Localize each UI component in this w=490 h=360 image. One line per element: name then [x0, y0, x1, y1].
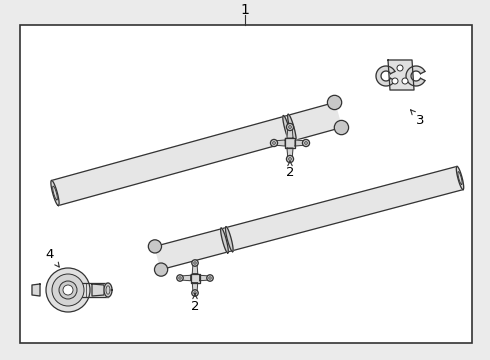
Polygon shape — [456, 166, 464, 190]
Circle shape — [302, 139, 310, 147]
Polygon shape — [225, 226, 233, 252]
Circle shape — [272, 141, 275, 144]
Polygon shape — [288, 114, 296, 141]
Text: 2: 2 — [191, 294, 199, 312]
Polygon shape — [51, 180, 59, 206]
Text: 3: 3 — [411, 110, 424, 126]
Polygon shape — [295, 140, 306, 146]
Polygon shape — [92, 284, 104, 296]
Polygon shape — [191, 274, 199, 283]
Circle shape — [192, 290, 198, 296]
Circle shape — [194, 292, 196, 294]
Polygon shape — [32, 284, 40, 296]
Polygon shape — [220, 228, 228, 253]
Text: 1: 1 — [241, 3, 249, 17]
Circle shape — [177, 275, 183, 281]
Polygon shape — [192, 263, 198, 274]
Circle shape — [287, 123, 294, 131]
Circle shape — [209, 277, 211, 279]
Circle shape — [392, 78, 398, 84]
Circle shape — [52, 274, 84, 306]
Polygon shape — [388, 60, 414, 90]
Circle shape — [270, 139, 277, 147]
Circle shape — [179, 277, 181, 279]
Circle shape — [289, 126, 292, 129]
Polygon shape — [155, 166, 463, 270]
Circle shape — [194, 262, 196, 264]
Circle shape — [397, 65, 403, 71]
Circle shape — [192, 260, 198, 266]
Circle shape — [59, 281, 77, 299]
Polygon shape — [68, 283, 108, 297]
Polygon shape — [287, 148, 293, 159]
Circle shape — [148, 240, 162, 253]
Polygon shape — [51, 103, 342, 206]
Polygon shape — [104, 283, 112, 297]
Circle shape — [334, 120, 348, 135]
Polygon shape — [180, 275, 191, 281]
Circle shape — [46, 268, 90, 312]
Circle shape — [154, 263, 168, 276]
Text: 2: 2 — [286, 161, 294, 179]
Circle shape — [287, 156, 294, 163]
Polygon shape — [192, 283, 198, 293]
Polygon shape — [274, 140, 285, 146]
Circle shape — [63, 285, 73, 295]
Circle shape — [207, 275, 213, 281]
Polygon shape — [283, 116, 291, 143]
Polygon shape — [285, 138, 295, 148]
Circle shape — [327, 95, 342, 109]
Circle shape — [305, 141, 307, 144]
Circle shape — [289, 158, 292, 160]
Polygon shape — [406, 66, 425, 86]
Polygon shape — [376, 66, 395, 86]
Polygon shape — [199, 275, 210, 281]
Bar — [20, 25, 472, 343]
Text: 4: 4 — [46, 248, 59, 267]
Circle shape — [402, 78, 408, 84]
Polygon shape — [287, 127, 293, 138]
